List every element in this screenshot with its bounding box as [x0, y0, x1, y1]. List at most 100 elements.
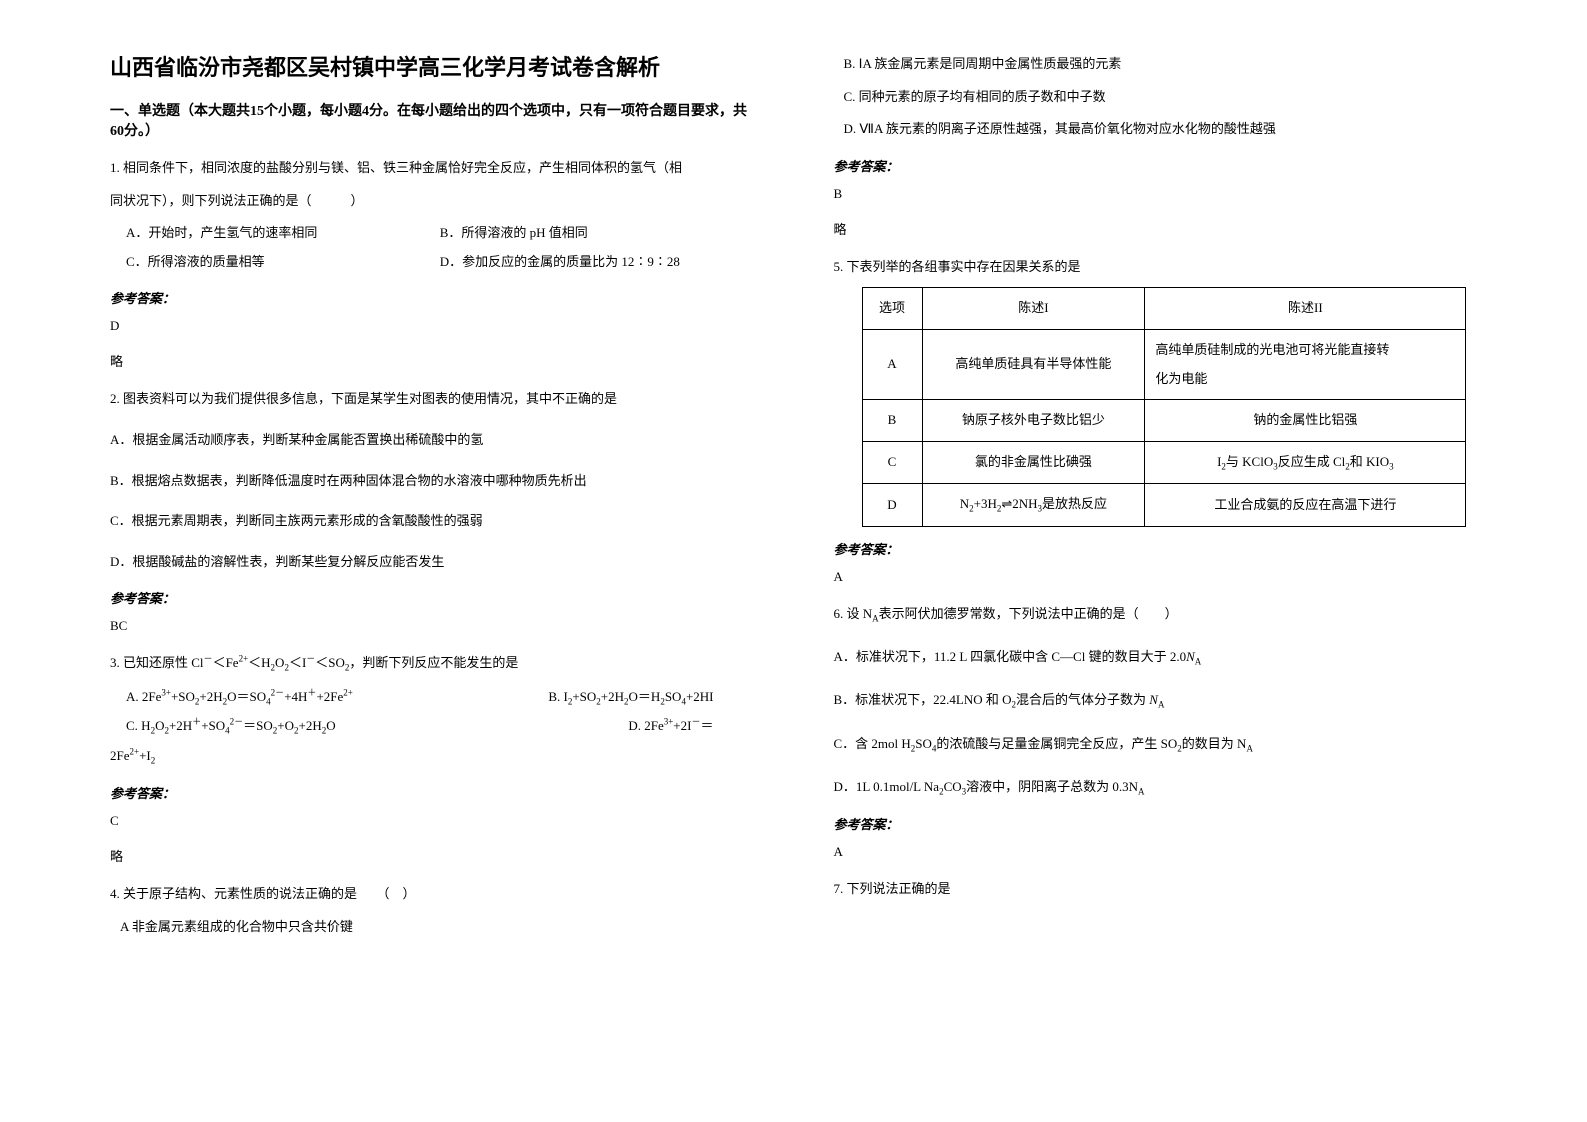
answer-label: 参考答案：: [834, 539, 1478, 558]
cell-c2: 氯的非金属性比碘强: [922, 441, 1145, 483]
answer-label: 参考答案：: [834, 814, 1478, 833]
t: ⇌2NH: [1001, 496, 1037, 511]
q4-option-c: C. 同种元素的原子均有相同的质子数和中子数: [834, 83, 1478, 112]
cell-c3: I2与 KClO3反应生成 Cl2和 KIO3: [1145, 441, 1466, 483]
t: N: [960, 496, 969, 511]
cell-d: D: [862, 484, 922, 526]
t: 高纯单质硅制成的光电池可将光能直接转: [1155, 342, 1389, 357]
q3-stem-m5: ＜SO: [315, 655, 345, 670]
t: +I: [139, 748, 151, 763]
q3-stem-m1: ＜Fe: [213, 655, 239, 670]
q3-option-d-part1: D. 2Fe3++2I－＝: [420, 712, 754, 741]
cell-d2: N2+3H2⇌2NH3是放热反应: [922, 484, 1145, 526]
sub: A: [1195, 657, 1202, 667]
t: 的数目为 N: [1182, 736, 1247, 751]
question-3: 3. 已知还原性 Cl－＜Fe2+＜H2O2＜I－＜SO2，判断下列反应不能发生…: [110, 649, 754, 771]
cell-c: C: [862, 441, 922, 483]
t: C．含 2mol H: [834, 736, 911, 751]
sup: ＋: [192, 717, 201, 727]
sub: A: [1158, 700, 1165, 710]
t: O: [326, 718, 335, 733]
th-statement-1: 陈述I: [922, 288, 1145, 330]
q4-option-a: A 非金属元素组成的化合物中只含共价键: [110, 913, 754, 942]
sup: 2+: [130, 746, 140, 756]
q1-stem-2: 同状况下），则下列说法正确的是（ ）: [110, 187, 754, 216]
answer-label: 参考答案：: [110, 288, 754, 307]
t: SO: [665, 689, 682, 704]
t: +4H: [284, 689, 307, 704]
t: 和 KIO: [1350, 454, 1389, 469]
t: C. H: [126, 718, 151, 733]
section-header: 一、单选题（本大题共15个小题，每小题4分。在每小题给出的四个选项中，只有一项符…: [110, 100, 754, 140]
t: N: [1186, 649, 1195, 664]
t: +2H: [169, 718, 192, 733]
q3-option-a: A. 2Fe3++SO2+2H2O＝SO42－+4H＋+2Fe2+: [126, 683, 420, 712]
q1-answer-1: D: [110, 313, 754, 339]
t: B．标准状况下，22.4LNO 和 O: [834, 692, 1012, 707]
q5-table: 选项 陈述I 陈述II A 高纯单质硅具有半导体性能 高纯单质硅制成的光电池可将…: [862, 287, 1467, 526]
answer-label: 参考答案：: [110, 588, 754, 607]
question-6: 6. 设 N A 表示阿伏加德罗常数，下列说法中正确的是（ ） A．标准状况下，11…: [834, 600, 1478, 803]
sup: 3+: [664, 717, 674, 727]
q3-stem-m2: ＜H: [248, 655, 270, 670]
sub: 4: [266, 696, 271, 706]
t: +SO: [572, 689, 596, 704]
q3-answer-2: 略: [110, 844, 754, 870]
th-statement-2: 陈述II: [1145, 288, 1466, 330]
cell-a3: 高纯单质硅制成的光电池可将光能直接转 化为电能: [1145, 329, 1466, 399]
q1-option-a: A．开始时，产生氢气的速率相同: [126, 219, 440, 248]
q3-answer-1: C: [110, 808, 754, 834]
q1-option-c: C．所得溶液的质量相等: [126, 248, 440, 277]
q6-option-a: A．标准状况下，11.2 L 四氯化碳中含 C—Cl 键的数目大于 2.0NA: [834, 643, 1478, 672]
sup-2plus: 2+: [239, 654, 249, 664]
question-1: 1. 相同条件下，相同浓度的盐酸分别与镁、铝、铁三种金属恰好完全反应，产生相同体…: [110, 154, 754, 276]
table-row-b: B 钠原子核外电子数比铝少 钠的金属性比铝强: [862, 400, 1466, 442]
q4-option-b: B. ⅠA 族金属元素是同周期中金属性质最强的元素: [834, 50, 1478, 79]
t: CO: [944, 779, 962, 794]
cell-b3: 钠的金属性比铝强: [1145, 400, 1466, 442]
t: O＝SO: [227, 689, 266, 704]
t: 6. 设 N: [834, 606, 873, 621]
question-5: 5. 下表列举的各组事实中存在因果关系的是 选项 陈述I 陈述II A 高纯单质…: [834, 253, 1478, 527]
q7-stem: 7. 下列说法正确的是: [834, 875, 1478, 904]
t: +3H: [974, 496, 997, 511]
t: 化为电能: [1155, 371, 1207, 386]
table-header-row: 选项 陈述I 陈述II: [862, 288, 1466, 330]
t: 表示阿伏加德罗常数，下列说法中正确的是（ ）: [879, 606, 1178, 621]
answer-label: 参考答案：: [834, 156, 1478, 175]
sup-minus: －: [204, 654, 213, 664]
t: +2Fe: [316, 689, 343, 704]
q4-answer-1: B: [834, 181, 1478, 207]
t: B. I: [548, 689, 568, 704]
t: +2H: [199, 689, 222, 704]
q2-option-d: D．根据酸碱盐的溶解性表，判断某些复分解反应能否发生: [110, 548, 754, 577]
q5-stem: 5. 下表列举的各组事实中存在因果关系的是: [834, 253, 1478, 282]
question-2: 2. 图表资料可以为我们提供很多信息，下面是某学生对图表的使用情况，其中不正确的…: [110, 385, 754, 576]
cell-a: A: [862, 329, 922, 399]
t: SO: [915, 736, 932, 751]
q1-option-b: B．所得溶液的 pH 值相同: [440, 219, 754, 248]
q6-option-d: D．1L 0.1mol/L Na2CO3溶液中，阴阳离子总数为 0.3NA: [834, 773, 1478, 802]
question-4-partial: 4. 关于原子结构、元素性质的说法正确的是 （ ） A 非金属元素组成的化合物中…: [110, 880, 754, 941]
table-row-c: C 氯的非金属性比碘强 I2与 KClO3反应生成 Cl2和 KIO3: [862, 441, 1466, 483]
q3-stem: 3. 已知还原性 Cl－＜Fe2+＜H2O2＜I－＜SO2，判断下列反应不能发生…: [110, 649, 754, 678]
cell-a2: 高纯单质硅具有半导体性能: [922, 329, 1145, 399]
table-row-d: D N2+3H2⇌2NH3是放热反应 工业合成氨的反应在高温下进行: [862, 484, 1466, 526]
q2-option-a: A．根据金属活动顺序表，判断某种金属能否置换出稀硫酸中的氢: [110, 426, 754, 455]
t: +2H: [299, 718, 322, 733]
sub: 3: [1389, 461, 1394, 471]
sub: A: [1138, 787, 1145, 797]
t: +2I: [673, 718, 691, 733]
sup: 2+: [343, 687, 353, 697]
q3-option-b: B. I2+SO2+2H2O＝H2SO4+2HI: [420, 683, 754, 712]
sup-minus: －: [306, 654, 315, 664]
q2-answer: BC: [110, 613, 754, 639]
answer-label: 参考答案：: [110, 783, 754, 802]
q1-answer-2: 略: [110, 349, 754, 375]
t: +2HI: [686, 689, 714, 704]
cell-b2: 钠原子核外电子数比铝少: [922, 400, 1145, 442]
q4-option-d: D. ⅦA 族元素的阴离子还原性越强，其最高价氧化物对应水化物的酸性越强: [834, 115, 1478, 144]
q3-option-d-part2: 2Fe2++I2: [110, 742, 754, 771]
t: +O: [277, 718, 294, 733]
sup: 2－: [271, 687, 285, 697]
